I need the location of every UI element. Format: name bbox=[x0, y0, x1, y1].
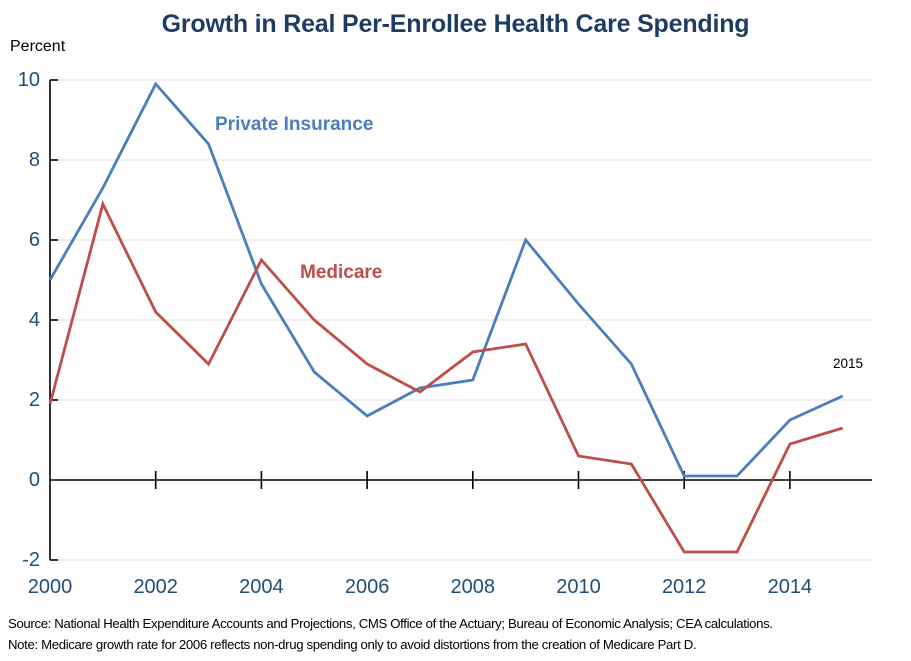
x-axis-tick-label: 2006 bbox=[344, 576, 390, 598]
y-axis-tick-label: 2 bbox=[28, 389, 40, 411]
y-axis-tick-label: 8 bbox=[28, 149, 40, 171]
y-axis-tick-label: 0 bbox=[28, 469, 40, 491]
x-axis-tick-label: 2002 bbox=[133, 576, 178, 598]
y-axis-tick-label: 10 bbox=[17, 69, 40, 91]
y-axis-tick-label: 6 bbox=[28, 229, 40, 251]
y-axis-tick-label: -2 bbox=[22, 549, 40, 571]
x-axis-tick-label: 2010 bbox=[556, 576, 601, 598]
private-insurance-line bbox=[48, 81, 844, 478]
y-axis-tick-label: 4 bbox=[28, 309, 40, 331]
x-axis-tick-label: 2004 bbox=[239, 576, 284, 598]
x-axis-tick-label: 2000 bbox=[27, 576, 73, 598]
private-insurance-series-label: Private Insurance bbox=[215, 114, 374, 135]
medicare-series-label: Medicare bbox=[300, 262, 383, 283]
page-title: Growth in Real Per-Enrollee Health Care … bbox=[161, 10, 750, 38]
last-point-year-annotation: 2015 bbox=[833, 356, 864, 371]
source-note: Source: National Health Expenditure Acco… bbox=[8, 616, 773, 631]
methodology-note: Note: Medicare growth rate for 2006 refl… bbox=[8, 637, 697, 652]
x-axis-tick-label: 2012 bbox=[661, 576, 707, 598]
x-axis-tick-label: 2008 bbox=[450, 576, 496, 598]
x-axis-tick-label: 2014 bbox=[767, 576, 813, 598]
y-axis-unit-label: Percent bbox=[10, 38, 66, 55]
medicare-line bbox=[48, 200, 844, 554]
